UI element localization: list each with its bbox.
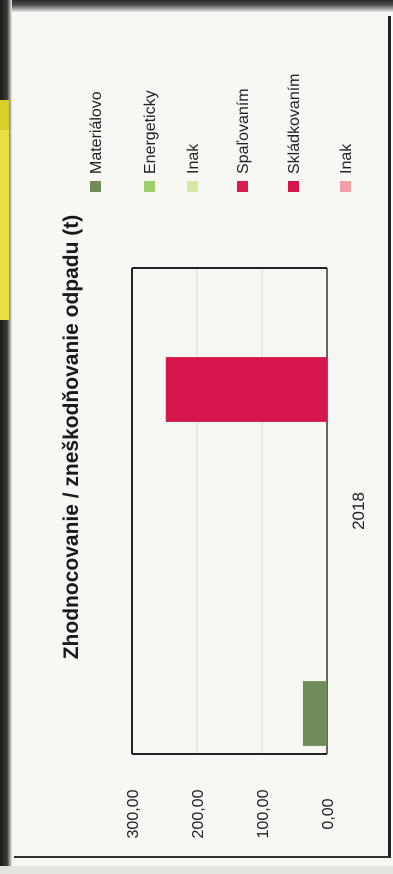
chart-title: Zhodnocovanie / zneškodňovanie odpadu (t… xyxy=(60,215,83,660)
y-tick-label: 300,00 xyxy=(125,789,142,838)
legend-swatch-3 xyxy=(187,181,198,192)
bars xyxy=(165,357,328,746)
y-tick-label: 200,00 xyxy=(190,789,207,838)
x-axis-categories: 2018 xyxy=(349,492,368,530)
legend-label-1: Materiálovo xyxy=(88,91,105,174)
legend-swatch-1 xyxy=(90,181,101,192)
bar-1 xyxy=(302,681,328,746)
legend-swatch-2 xyxy=(144,181,155,192)
legend-swatch-5 xyxy=(288,181,299,192)
y-tick-label: 0,00 xyxy=(320,798,337,829)
legend-label-5: Skládkovaním xyxy=(286,74,303,175)
y-axis-ticks: 300,00 200,00 100,00 0,00 xyxy=(125,789,337,838)
plot-area xyxy=(131,267,328,755)
scan-edge-top xyxy=(0,0,393,12)
legend-swatch-4 xyxy=(237,181,248,192)
legend-label-2: Energeticky xyxy=(142,90,159,174)
highlight-strip-dark xyxy=(0,100,9,130)
scan-edge-bottom xyxy=(0,866,393,874)
legend: Materiálovo Energeticky Inak Spaľovaním Sklá… xyxy=(88,74,355,192)
y-tick-label: 100,00 xyxy=(255,789,272,838)
legend-label-4: Spaľovaním xyxy=(235,88,252,174)
bar-5 xyxy=(165,357,327,422)
legend-label-6: Inak xyxy=(338,143,355,174)
highlight-strip xyxy=(0,100,9,320)
x-category-label: 2018 xyxy=(349,492,368,530)
legend-swatch-6 xyxy=(340,181,351,192)
legend-label-3: Inak xyxy=(185,143,202,174)
page-frame xyxy=(14,16,391,858)
